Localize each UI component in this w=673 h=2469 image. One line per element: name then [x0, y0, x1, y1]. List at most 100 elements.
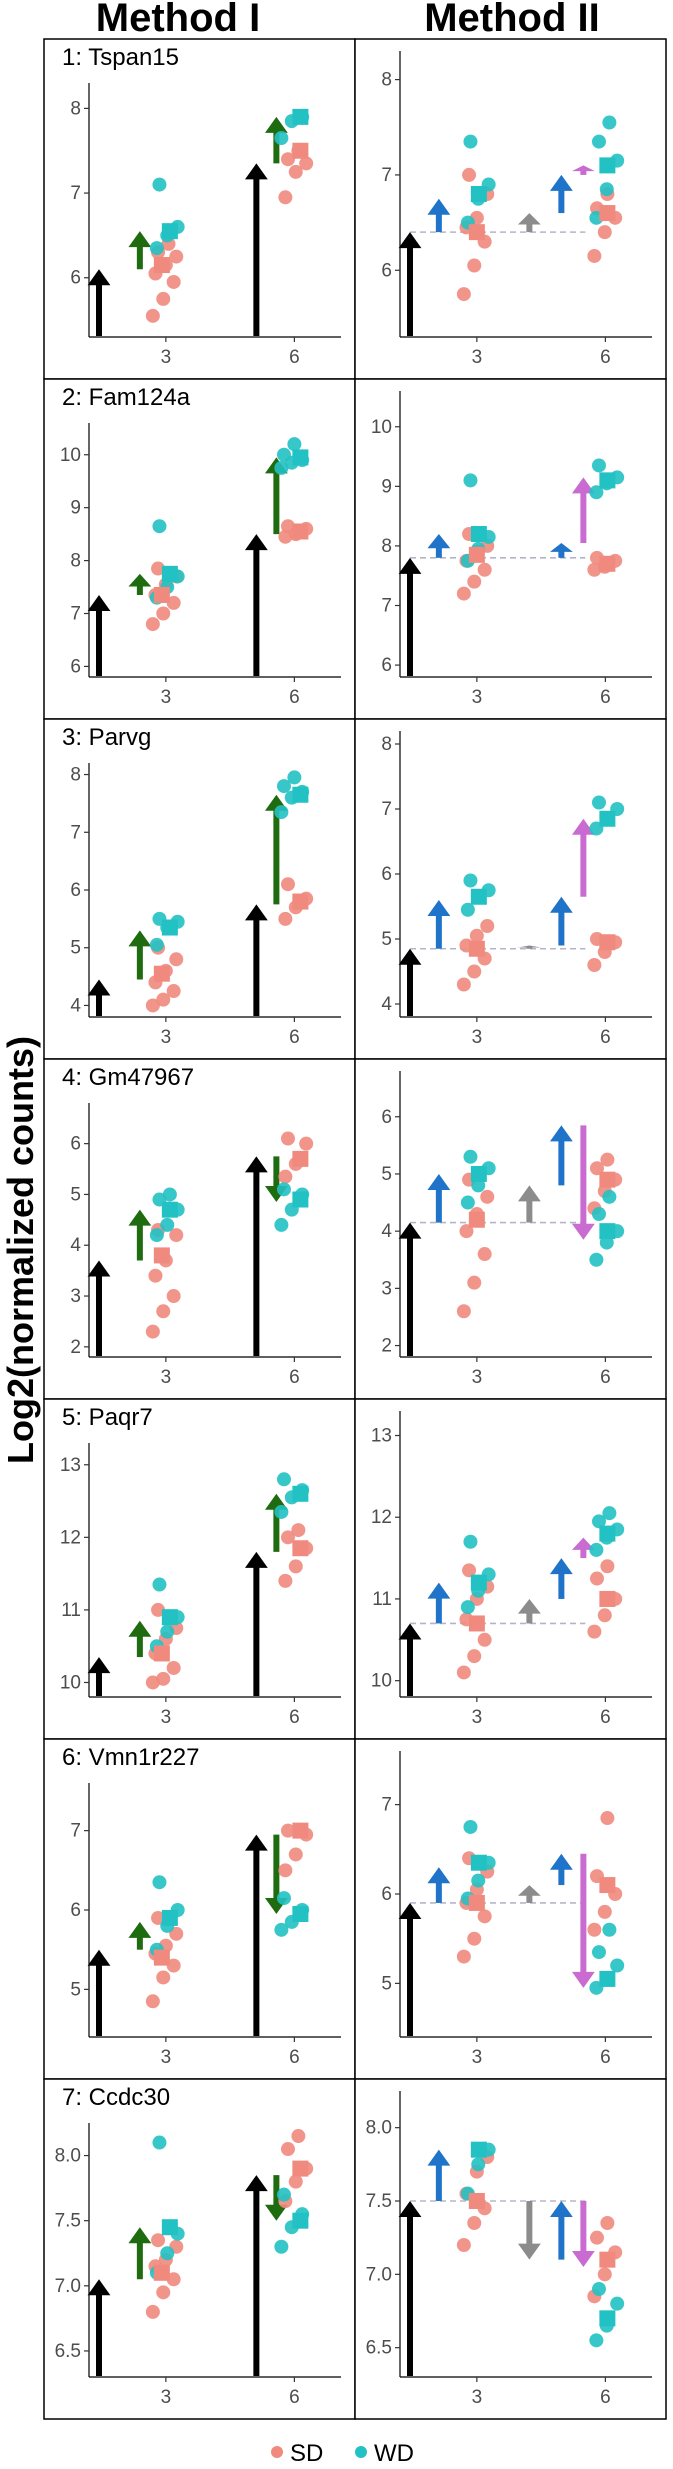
y-tick-label: 7 — [381, 165, 392, 186]
wd-t6-point — [589, 485, 604, 500]
wd-mean-t6 — [292, 449, 309, 466]
wd-t3-point — [152, 1875, 167, 1890]
y-tick-label: 10 — [60, 1672, 81, 1693]
wd-t6-point — [274, 2239, 289, 2254]
gene-title: 2: Fam124a — [62, 384, 191, 411]
wd-t6-point — [276, 779, 291, 794]
y-tick-label: 7 — [381, 596, 392, 617]
sd-mean-t3 — [468, 546, 485, 563]
y-tick-label: 5 — [381, 929, 392, 950]
sd-mean-t3 — [153, 2264, 170, 2281]
y-tick-label: 7.5 — [55, 2211, 81, 2232]
sd-t6-point — [600, 1811, 615, 1826]
wd-mean-t3 — [161, 1909, 178, 1926]
wd-t6-point — [276, 1182, 291, 1197]
y-tick-label: 12 — [371, 1507, 392, 1528]
wd-t6-point — [610, 1958, 625, 1973]
wd-t6-point — [591, 458, 606, 473]
sd-t6-point — [288, 1559, 303, 1574]
wd-t6-point — [274, 460, 289, 475]
sd-mean-t6 — [599, 205, 616, 222]
panel-gene3-method1: 3: Parvg 4 5 6 7 8 3 6 — [43, 718, 356, 1060]
sd-t3-point — [467, 964, 482, 979]
x-tick-label: 3 — [472, 1367, 483, 1388]
sd-t3-point — [467, 1275, 482, 1290]
legend-sd-marker — [271, 2446, 283, 2458]
panel-gene3-method2: 4 5 6 7 8 3 6 — [354, 718, 667, 1060]
wd-t3-point — [463, 473, 478, 488]
panel-gene5-method2: 10 11 12 13 3 6 — [354, 1398, 667, 1740]
y-tick-label: 8 — [70, 98, 81, 119]
sd-mean-t6 — [599, 934, 616, 951]
wd-t3-point — [149, 937, 164, 952]
sd-t3-point — [480, 919, 495, 933]
gene-title: 3: Parvg — [62, 724, 151, 751]
wd-t3-point — [149, 1228, 164, 1243]
baseline-arrow-head — [398, 232, 422, 249]
sd-t3-point — [151, 1602, 166, 1617]
wd-t6-point — [602, 1506, 617, 1521]
wd-mean-t6 — [292, 1191, 309, 1208]
legend-wd-label: WD — [374, 2440, 414, 2467]
baseline-arrow-head — [398, 948, 422, 965]
y-tick-label: 7 — [381, 1795, 392, 1816]
sd-t3-point — [169, 249, 184, 264]
sd-t6-point — [587, 248, 602, 263]
y-tick-label: 8 — [70, 765, 81, 786]
panel-frame — [354, 38, 667, 380]
wd-effect-arrow-t3-head — [427, 1582, 451, 1599]
x-tick-label: 6 — [289, 2387, 300, 2408]
sd-t3-point — [145, 1994, 160, 2009]
panel-gene5-method1: 5: Paqr7 10 11 12 13 3 6 — [43, 1398, 356, 1740]
wd-mean-t6 — [599, 1223, 616, 1240]
sd-t3-point — [169, 1228, 184, 1243]
baseline-arrow-head — [87, 594, 111, 611]
sd-t3-point — [467, 258, 482, 273]
wd-mean-t6 — [599, 1525, 616, 1542]
wd-mean-t6 — [599, 157, 616, 174]
sd-mean-t3 — [153, 586, 170, 603]
y-tick-label: 10 — [371, 1671, 392, 1692]
sd-level-arrow-t6-head — [244, 2175, 268, 2192]
y-tick-label: 7.5 — [366, 2191, 392, 2212]
x-tick-label: 3 — [472, 347, 483, 368]
panel-frame — [43, 2078, 356, 2420]
y-tick-label: 6.5 — [366, 2338, 392, 2359]
wd-mean-t3 — [161, 919, 178, 936]
sd-mean-t3 — [468, 1894, 485, 1911]
sd-mean-t6 — [292, 893, 309, 910]
sd-t6-point — [278, 1169, 293, 1184]
wd-t3-point — [152, 1577, 167, 1592]
sd-t3-point — [145, 1324, 160, 1339]
gene-title: 7: Ccdc30 — [62, 2084, 170, 2111]
y-tick-label: 7 — [70, 1821, 81, 1842]
sd-t3-point — [156, 291, 171, 306]
y-tick-label: 8 — [70, 551, 81, 572]
interaction-arrow-t6-head — [571, 2251, 595, 2267]
y-tick-label: 6 — [381, 260, 392, 281]
sd-t6-point — [597, 2267, 612, 2282]
panel-gene6-method2: 5 6 7 3 6 — [354, 1738, 667, 2080]
panel-gene1-method2: 6 7 8 3 6 — [354, 38, 667, 380]
y-tick-label: 7.0 — [55, 2276, 81, 2297]
wd-t3-point — [463, 1819, 478, 1834]
sd-t6-point — [280, 152, 295, 167]
y-tick-label: 7 — [381, 799, 392, 820]
sd-mean-t3 — [468, 940, 485, 957]
wd-effect-arrow-t6-head — [549, 2201, 573, 2217]
baseline-arrow-head — [87, 979, 111, 996]
sd-t3-point — [145, 998, 160, 1013]
wd-t6-point — [602, 1189, 617, 1204]
wd-effect-arrow-t3-head — [128, 1209, 152, 1226]
wd-mean-t3 — [161, 223, 178, 240]
wd-t6-point — [276, 447, 291, 462]
sd-mean-t3 — [468, 1615, 485, 1632]
y-tick-label: 8.0 — [366, 2118, 392, 2139]
sd-t6-point — [600, 1559, 615, 1574]
x-tick-label: 6 — [289, 1027, 300, 1048]
sd-t6-point — [280, 1823, 295, 1838]
sd-t3-point — [151, 561, 166, 576]
wd-t3-point — [149, 241, 164, 256]
y-tick-label: 5 — [70, 938, 81, 959]
time-effect-arrow-t6-head — [517, 1885, 541, 1896]
